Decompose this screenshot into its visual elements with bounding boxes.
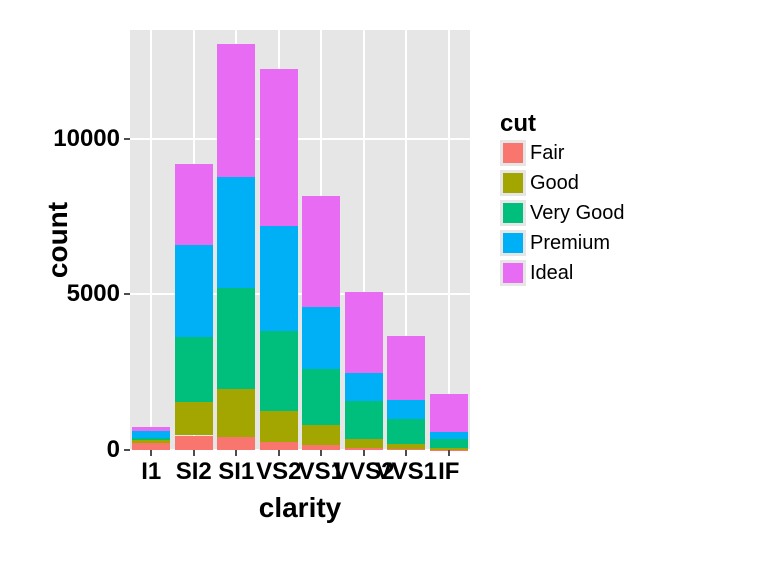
x-axis-title: clarity: [259, 492, 342, 524]
bar-segment: [217, 288, 255, 389]
bar-segment: [430, 432, 468, 439]
x-tick-label: SI2: [176, 458, 212, 486]
legend-item: Very Good: [500, 198, 625, 228]
x-tick-mark: [448, 450, 450, 456]
bar-segment: [260, 411, 298, 441]
bar-segment: [175, 164, 213, 245]
x-tick-mark: [193, 450, 195, 456]
grid-line: [448, 30, 450, 450]
bar-segment: [132, 440, 170, 443]
legend-label: Ideal: [530, 262, 573, 285]
bar-segment: [217, 177, 255, 288]
bar-segment: [302, 307, 340, 369]
bar-segment: [260, 331, 298, 412]
bar-segment: [302, 369, 340, 424]
chart-container: count clarity cut Fair Good Very Good Premi…: [0, 0, 768, 576]
legend-swatch: [500, 140, 526, 166]
bar-segment: [387, 336, 425, 400]
x-tick-label: IF: [438, 458, 459, 486]
y-tick-label: 5000: [67, 280, 120, 308]
y-tick-label: 10000: [53, 125, 120, 153]
bar-segment: [132, 443, 170, 450]
x-tick-mark: [363, 450, 365, 456]
legend-item: Ideal: [500, 258, 625, 288]
bar-segment: [217, 44, 255, 177]
bar-segment: [387, 444, 425, 450]
y-tick-label: 0: [107, 436, 120, 464]
legend-label: Good: [530, 172, 579, 195]
bar-segment: [345, 401, 383, 439]
bar-segment: [175, 337, 213, 402]
bar-segment: [175, 436, 213, 450]
legend-swatch: [500, 260, 526, 286]
legend-item: Fair: [500, 138, 625, 168]
x-tick-label: VVS1: [376, 458, 437, 486]
bar-segment: [302, 425, 340, 445]
y-tick-mark: [124, 449, 130, 451]
grid-line: [150, 30, 152, 450]
y-tick-mark: [124, 138, 130, 140]
bar-segment: [132, 431, 170, 437]
x-tick-label: SI1: [218, 458, 254, 486]
y-axis-title: count: [42, 202, 74, 278]
legend-label: Fair: [530, 142, 564, 165]
legend: cut Fair Good Very Good Premium Ideal: [500, 110, 625, 288]
bar-segment: [387, 400, 425, 419]
bar-segment: [430, 394, 468, 432]
bar-segment: [132, 427, 170, 432]
legend-label: Very Good: [530, 202, 625, 225]
bar-segment: [260, 226, 298, 330]
legend-item: Premium: [500, 228, 625, 258]
bar-segment: [430, 439, 468, 447]
x-tick-mark: [235, 450, 237, 456]
bar-segment: [345, 292, 383, 373]
legend-title: cut: [500, 110, 625, 138]
bar-segment: [175, 245, 213, 337]
bar-segment: [217, 437, 255, 450]
bar-segment: [260, 69, 298, 227]
x-tick-label: I1: [141, 458, 161, 486]
plot-panel: [130, 30, 470, 450]
y-tick-mark: [124, 293, 130, 295]
bar-segment: [132, 438, 170, 441]
legend-swatch: [500, 200, 526, 226]
bar-segment: [217, 389, 255, 438]
bar-segment: [345, 439, 383, 448]
bar-segment: [302, 196, 340, 308]
legend-swatch: [500, 230, 526, 256]
legend-label: Premium: [530, 232, 610, 255]
x-tick-mark: [320, 450, 322, 456]
legend-item: Good: [500, 168, 625, 198]
grid-line: [130, 138, 470, 140]
legend-swatch: [500, 170, 526, 196]
x-tick-mark: [405, 450, 407, 456]
bar-segment: [345, 373, 383, 400]
bar-segment: [260, 442, 298, 450]
x-tick-mark: [150, 450, 152, 456]
x-tick-mark: [278, 450, 280, 456]
x-tick-label: VS2: [256, 458, 301, 486]
bar-segment: [175, 402, 213, 436]
bar-segment: [387, 419, 425, 444]
